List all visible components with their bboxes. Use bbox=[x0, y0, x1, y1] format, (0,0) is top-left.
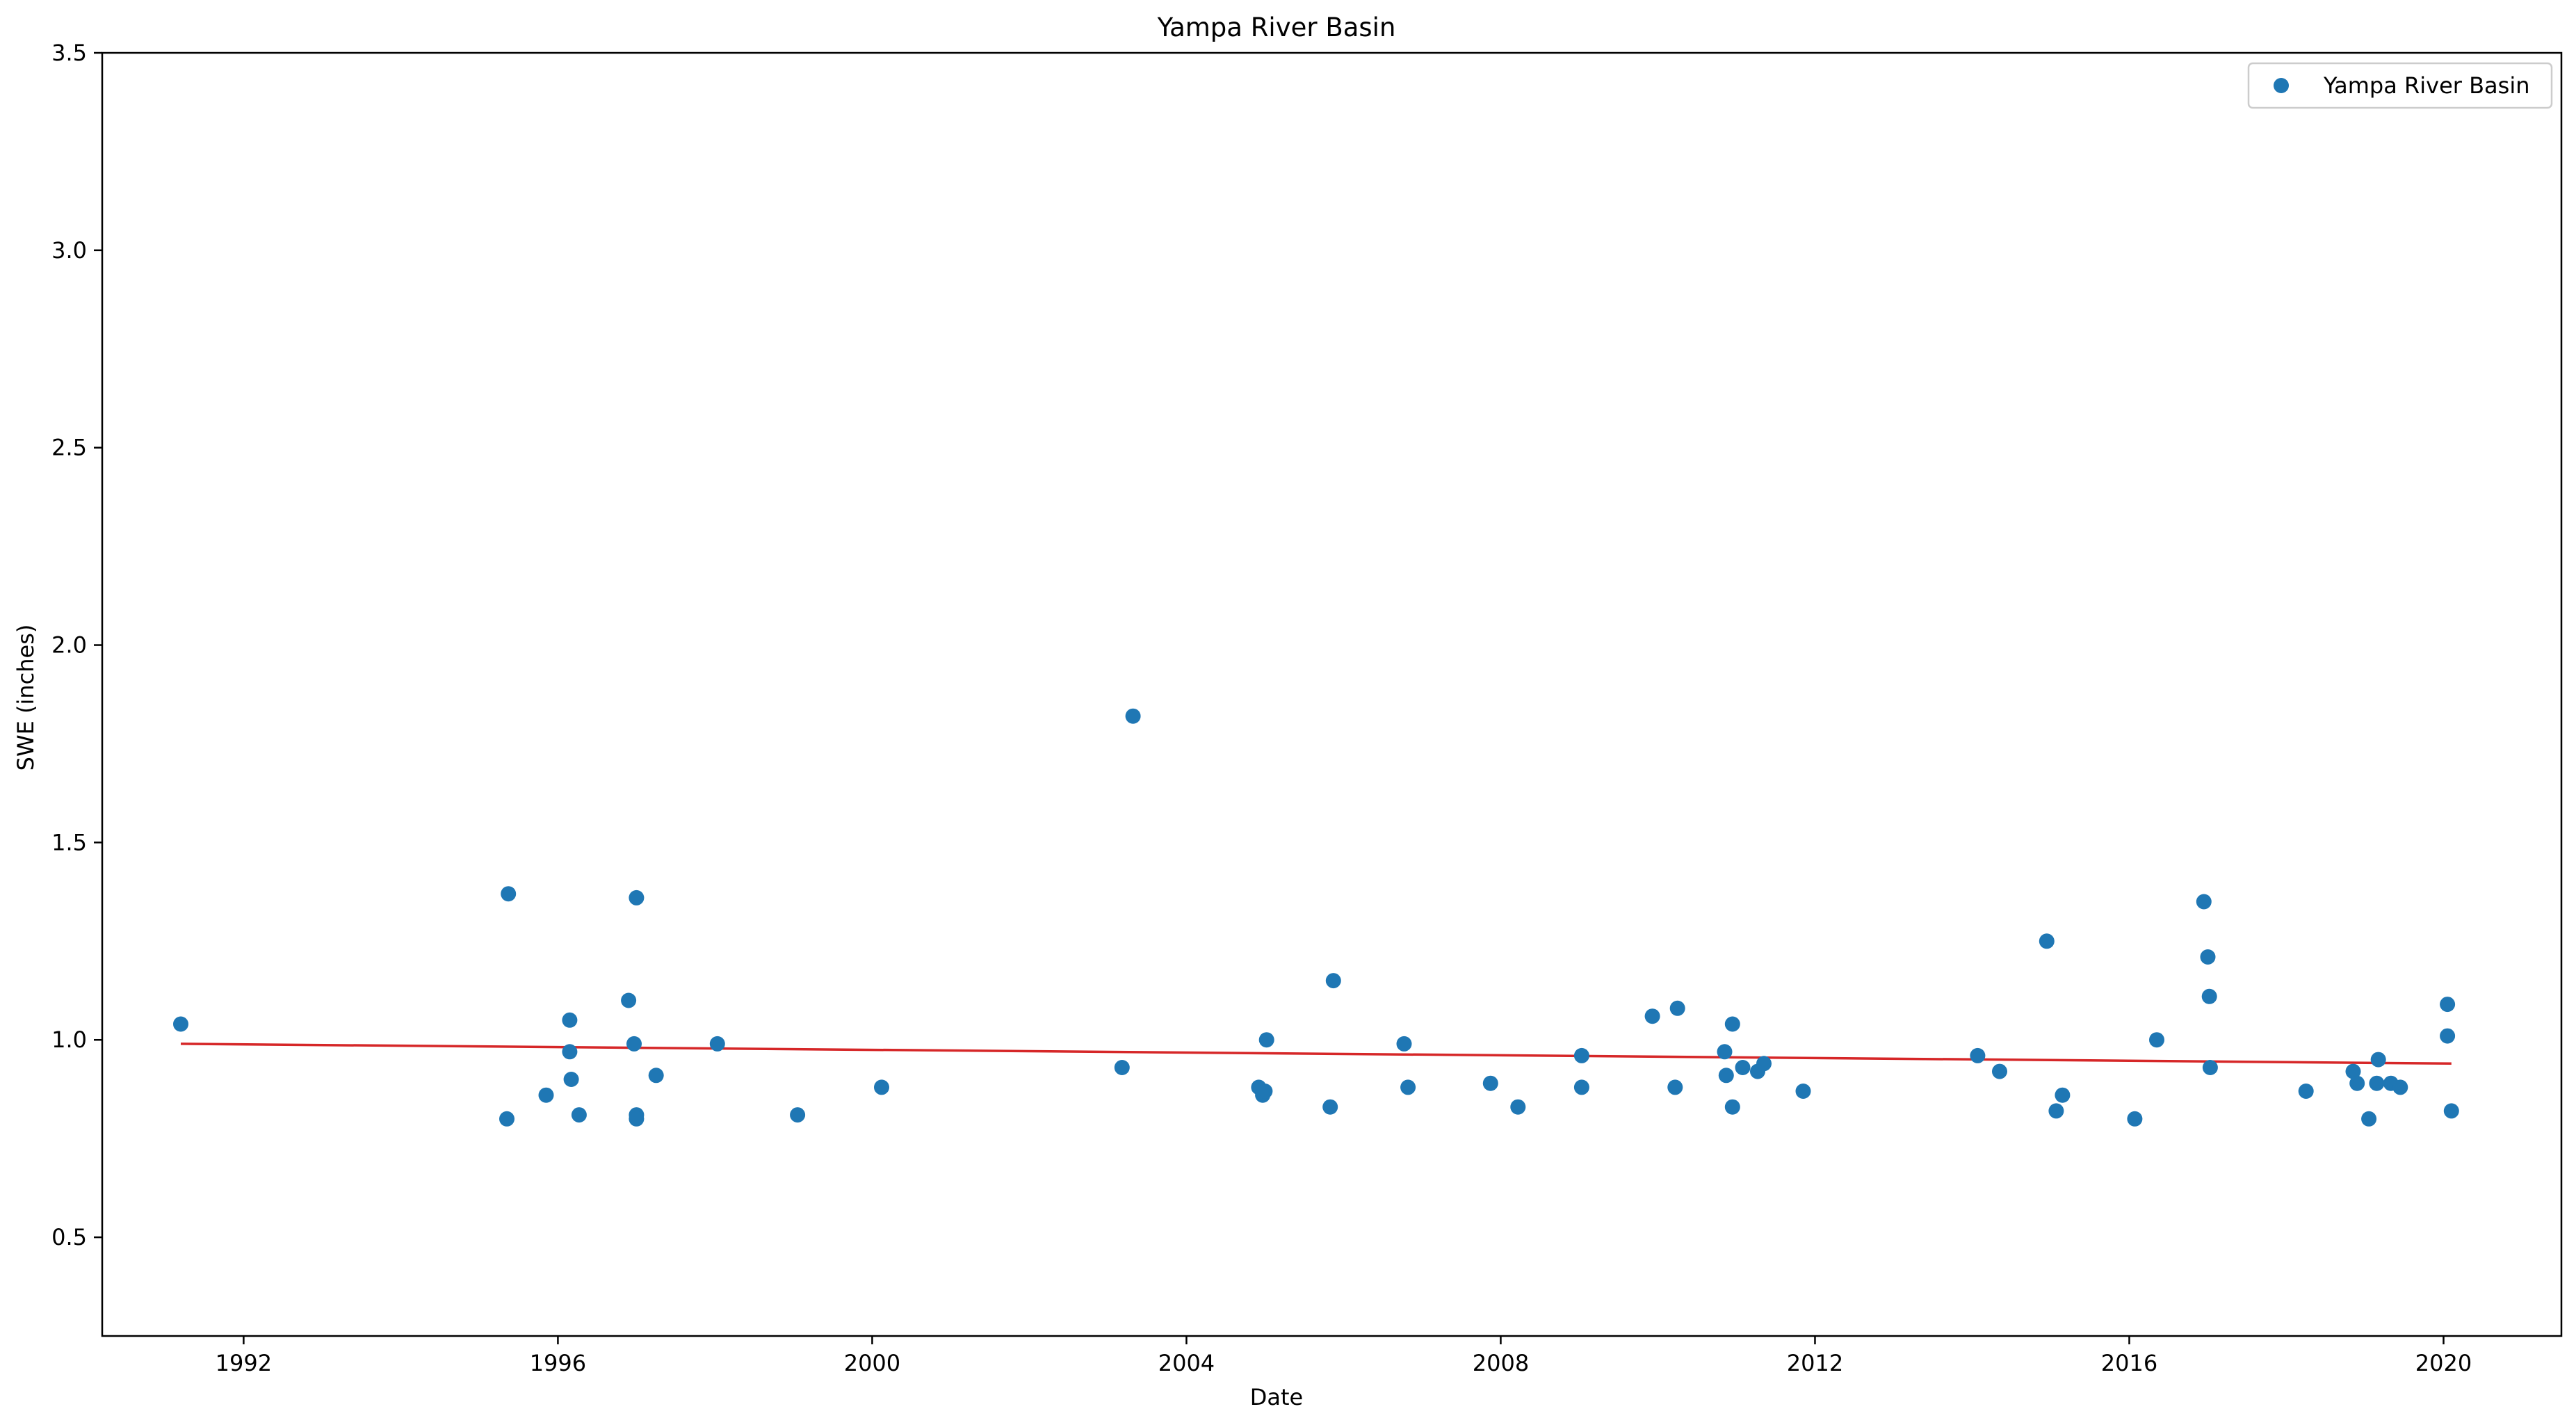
data-point bbox=[2361, 1111, 2377, 1127]
x-tick-label: 1992 bbox=[216, 1350, 272, 1376]
scatter-points bbox=[173, 708, 2459, 1127]
data-point bbox=[2345, 1063, 2361, 1079]
data-point bbox=[1667, 1079, 1683, 1095]
data-point bbox=[1573, 1079, 1589, 1095]
data-point bbox=[2443, 1103, 2459, 1119]
data-point bbox=[2440, 1028, 2456, 1044]
y-tick-label: 2.0 bbox=[51, 632, 87, 659]
data-point bbox=[1724, 1016, 1740, 1032]
data-point bbox=[2127, 1111, 2143, 1127]
data-point bbox=[1724, 1099, 1740, 1115]
data-point bbox=[1735, 1060, 1751, 1075]
data-point bbox=[1125, 708, 1141, 724]
data-point bbox=[1258, 1032, 1274, 1048]
legend-box bbox=[2247, 62, 2553, 109]
data-point bbox=[621, 992, 637, 1008]
x-tick-label: 2016 bbox=[2101, 1350, 2157, 1376]
y-tick-label: 3.5 bbox=[51, 40, 87, 66]
data-point bbox=[1510, 1099, 1526, 1115]
data-point bbox=[562, 1044, 578, 1060]
legend[interactable]: Yampa River Basin bbox=[2247, 62, 2553, 109]
data-point bbox=[1992, 1063, 2007, 1079]
data-point bbox=[571, 1107, 587, 1123]
data-point bbox=[1396, 1036, 1412, 1052]
plot-content bbox=[173, 708, 2459, 1127]
data-point bbox=[538, 1087, 554, 1103]
chart-title: Yampa River Basin bbox=[1157, 13, 1396, 42]
data-point bbox=[1114, 1060, 1130, 1075]
data-point bbox=[2201, 988, 2217, 1004]
x-tick-label: 2012 bbox=[1787, 1350, 1843, 1376]
x-axis-label: Date bbox=[1250, 1384, 1303, 1410]
data-point bbox=[1644, 1008, 1660, 1024]
data-point bbox=[2055, 1087, 2071, 1103]
data-point bbox=[1573, 1047, 1589, 1063]
data-point bbox=[1756, 1056, 1772, 1072]
data-point bbox=[1322, 1099, 1338, 1115]
y-tick-label: 0.5 bbox=[51, 1224, 87, 1250]
data-point bbox=[2349, 1075, 2365, 1091]
y-tick-label: 1.5 bbox=[51, 829, 87, 855]
data-point bbox=[563, 1072, 579, 1087]
y-tick-label: 2.5 bbox=[51, 435, 87, 461]
data-point bbox=[1669, 1000, 1685, 1016]
data-point bbox=[2149, 1032, 2164, 1048]
x-axis-ticks: 1992 1996 2000 2004 2008 2012 2016 2020 bbox=[216, 1336, 2472, 1376]
x-tick-label: 2004 bbox=[1158, 1350, 1215, 1376]
data-point bbox=[2370, 1052, 2386, 1068]
x-tick-label: 1996 bbox=[530, 1350, 586, 1376]
data-point bbox=[2369, 1075, 2385, 1091]
data-point bbox=[1717, 1044, 1733, 1060]
data-point bbox=[2392, 1079, 2408, 1095]
data-point bbox=[709, 1036, 725, 1052]
x-tick-label: 2020 bbox=[2415, 1350, 2472, 1376]
legend-label: Yampa River Basin bbox=[2323, 72, 2530, 99]
data-point bbox=[1325, 973, 1341, 989]
trendline bbox=[180, 1042, 2452, 1065]
data-point bbox=[1795, 1084, 1811, 1099]
data-point bbox=[2440, 997, 2456, 1013]
y-tick-label: 1.0 bbox=[51, 1027, 87, 1053]
data-point bbox=[1400, 1079, 1416, 1095]
x-tick-label: 2000 bbox=[844, 1350, 900, 1376]
data-point bbox=[1970, 1047, 1986, 1063]
data-point bbox=[1257, 1084, 1273, 1099]
y-tick-label: 3.0 bbox=[51, 237, 87, 264]
data-point bbox=[2196, 894, 2212, 910]
data-point bbox=[1482, 1075, 1498, 1091]
data-point bbox=[2200, 949, 2216, 965]
data-point bbox=[2048, 1103, 2064, 1119]
data-point bbox=[2298, 1084, 2314, 1099]
data-point bbox=[562, 1012, 578, 1028]
y-axis-ticks: 0.5 1.0 1.5 2.0 2.5 3.0 3.5 bbox=[51, 40, 102, 1250]
data-point bbox=[499, 1111, 515, 1127]
data-point bbox=[629, 1111, 645, 1127]
data-point bbox=[173, 1016, 188, 1032]
plot-frame bbox=[101, 51, 2563, 1337]
x-tick-label: 2008 bbox=[1473, 1350, 1529, 1376]
data-point bbox=[790, 1107, 806, 1123]
data-point bbox=[501, 886, 517, 902]
data-point bbox=[2202, 1060, 2218, 1075]
data-point bbox=[626, 1036, 642, 1052]
data-point bbox=[874, 1079, 889, 1095]
trendline-layer bbox=[180, 1042, 2452, 1065]
y-axis-label: SWE (inches) bbox=[13, 625, 39, 771]
data-point bbox=[1718, 1068, 1734, 1084]
data-point bbox=[629, 889, 645, 905]
data-point bbox=[2039, 933, 2055, 949]
legend-marker bbox=[2274, 78, 2289, 93]
data-point bbox=[648, 1068, 664, 1084]
